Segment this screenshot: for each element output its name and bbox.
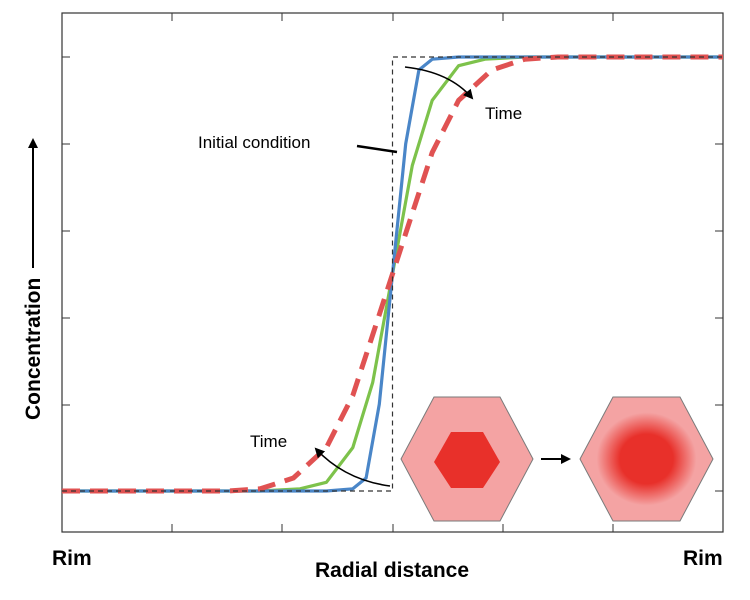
annotation-time-top: Time: [485, 104, 522, 123]
y-axis-label: Concentration: [22, 278, 45, 420]
annotation-time-bottom: Time: [250, 432, 287, 451]
x-tick-label-right: Rim: [683, 547, 723, 570]
hexagon-diffused: [579, 396, 714, 522]
hexagon-initial-core: [434, 432, 500, 488]
y-axis-label-group: Concentration: [22, 138, 45, 420]
annotation-time-top-arrow: [404, 66, 474, 100]
series-layer: [62, 54, 723, 494]
annotation-time-bottom-arrow: [314, 447, 391, 487]
annotation-initial-condition: Initial condition: [198, 133, 310, 152]
series-line-0-dashed-thin: [62, 56, 723, 492]
x-axis-label: Radial distance: [315, 559, 469, 582]
x-tick-label-left: Rim: [52, 547, 92, 570]
annotation-initial-condition-leader: [356, 144, 398, 154]
inset-diagram: [400, 396, 714, 522]
series-line-3-dashed-thick: [62, 54, 723, 494]
